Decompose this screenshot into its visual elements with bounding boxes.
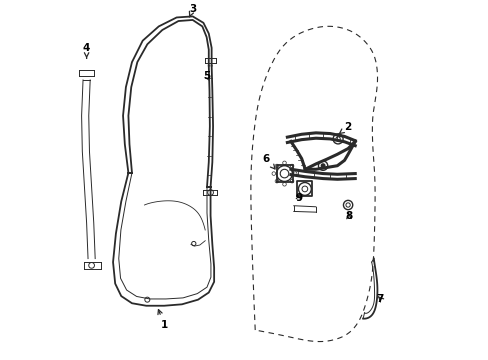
Text: 6: 6 bbox=[262, 154, 274, 169]
Circle shape bbox=[321, 164, 324, 167]
Text: 8: 8 bbox=[345, 211, 352, 221]
Text: 2: 2 bbox=[339, 122, 351, 134]
Text: 3: 3 bbox=[189, 4, 196, 17]
Text: 5: 5 bbox=[203, 71, 210, 81]
Text: 4: 4 bbox=[83, 43, 90, 58]
Text: 1: 1 bbox=[158, 310, 167, 330]
Text: 7: 7 bbox=[376, 294, 383, 303]
Text: 9: 9 bbox=[295, 193, 302, 203]
